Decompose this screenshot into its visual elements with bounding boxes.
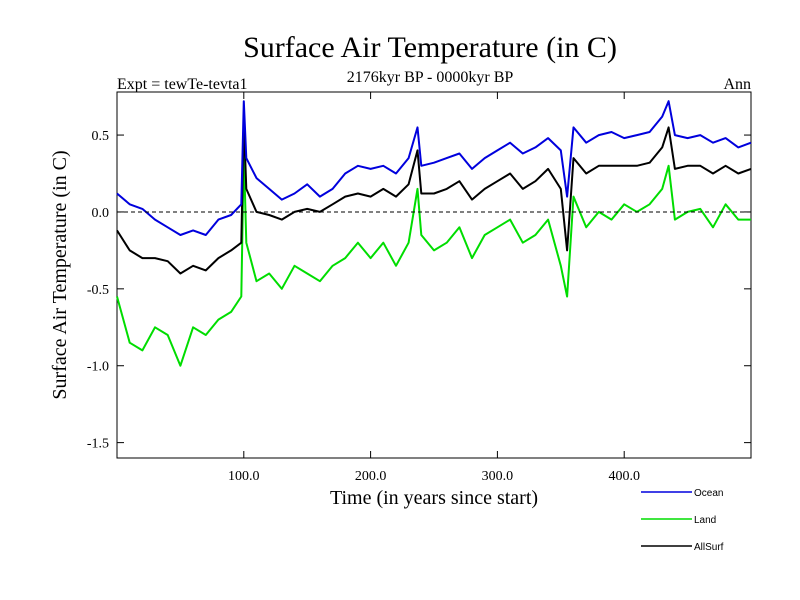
y-tick-label: -1.5	[87, 437, 109, 452]
legend: Ocean Land AllSurf	[641, 488, 724, 553]
y-tick-label: -0.5	[87, 283, 109, 298]
series-line-ocean	[116, 100, 752, 236]
x-tick-label: 400.0	[608, 469, 640, 484]
x-axis-label: Time (in years since start)	[330, 487, 538, 509]
y-tick-label: -1.0	[87, 360, 109, 375]
legend-label-allsurf: AllSurf	[694, 542, 724, 553]
chart-subtitle: 2176kyr BP - 0000kyr BP	[347, 69, 514, 86]
plot-frame	[116, 91, 752, 459]
experiment-label: Expt = tewTe-tevta1	[117, 76, 248, 93]
y-tick-label: 0.0	[92, 206, 110, 221]
y-axis-label: Surface Air Temperature (in C)	[49, 150, 71, 399]
tick-layer: -1.5 -1.0 -0.5 0.0 0.5 100.0 200.0 300.0 400.0	[87, 92, 751, 484]
x-tick-label: 300.0	[482, 469, 514, 484]
chart-title: Surface Air Temperature (in C)	[243, 31, 617, 64]
legend-label-ocean: Ocean	[694, 488, 723, 499]
x-tick-label: 200.0	[355, 469, 387, 484]
series-line-land	[116, 149, 751, 367]
x-tick-label: 100.0	[228, 469, 260, 484]
y-tick-label: 0.5	[92, 129, 110, 144]
legend-label-land: Land	[694, 515, 716, 526]
series-line-allsurf	[116, 118, 752, 275]
series-layer	[116, 100, 752, 367]
season-label: Ann	[723, 76, 751, 93]
